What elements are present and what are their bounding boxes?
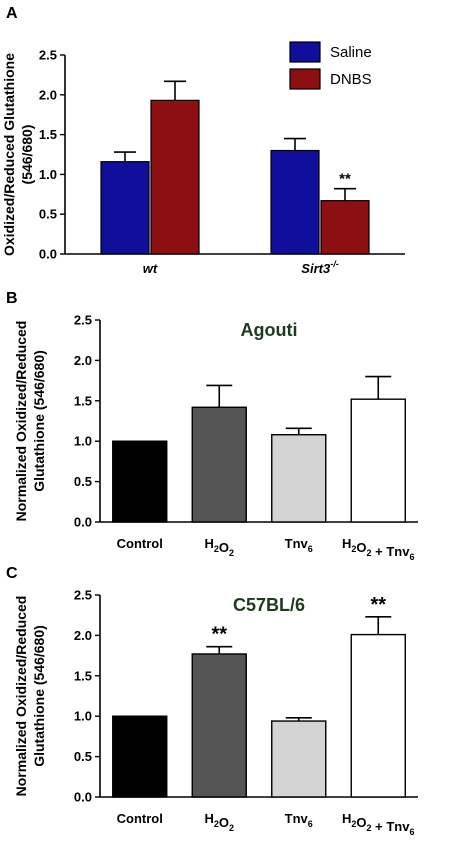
legend-label: DNBS	[330, 71, 372, 88]
y-tick-label: 0.0	[74, 790, 92, 805]
y-tick-label: 0.5	[74, 474, 92, 489]
chart-c: C 0.0 0.5 1.0 1.5 2.0 2.5 Control H2O2 Tnv6 H2O2 +…	[6, 565, 418, 837]
y-axis-label-line2: Glutathione (546/680)	[31, 350, 47, 492]
legend-label: Saline	[330, 44, 372, 61]
chart-b: B 0.0 0.5 1.0 1.5 2.0 2.5 Control H2O2 Tnv6 H2O2 +…	[6, 290, 418, 560]
panel-letter: C	[6, 565, 18, 582]
panel-a: A 0.0 0.5 1.0 1.5 2.0 2.5 wt Sirt3-/- ** Saline DNB…	[0, 0, 454, 285]
x-tick-label: H2O2	[204, 536, 234, 558]
panel-c: C 0.0 0.5 1.0 1.5 2.0 2.5 Control H2O2 Tnv6 H2O2 +…	[0, 560, 454, 850]
x-tick-label: H2O2 + Tnv6	[342, 811, 415, 837]
bar	[350, 398, 406, 523]
y-tick-label: 0.0	[39, 247, 57, 262]
x-tick-label: H2O2	[204, 811, 234, 833]
y-tick-label: 2.5	[74, 588, 92, 603]
x-tick-label: Control	[117, 536, 163, 551]
y-axis-label-line2: Glutathione (546/680)	[31, 625, 47, 767]
chart-a: A 0.0 0.5 1.0 1.5 2.0 2.5 wt Sirt3-/- ** Saline DNB…	[1, 5, 405, 276]
y-tick-label: 1.5	[39, 127, 57, 142]
chart-title: Agouti	[241, 320, 298, 340]
significance-marker: **	[339, 171, 351, 188]
x-tick-label: Tnv6	[285, 536, 313, 554]
legend-swatch	[289, 41, 321, 63]
chart-title: C57BL/6	[233, 595, 305, 615]
x-tick-label: wt	[143, 261, 158, 276]
y-axis-label: Oxidized/Reduced Glutathione (546/680)	[1, 53, 35, 256]
significance-marker: **	[211, 624, 227, 646]
y-tick-label: 2.5	[74, 313, 92, 328]
bar-saline	[100, 161, 150, 255]
panel-letter: A	[6, 5, 18, 22]
y-tick-label: 2.0	[74, 353, 92, 368]
bar	[191, 653, 247, 798]
x-tick-label: Tnv6	[285, 811, 313, 829]
panel-b: B 0.0 0.5 1.0 1.5 2.0 2.5 Control H2O2 Tnv6 H2O2 +…	[0, 285, 454, 560]
bar-dnbs	[320, 200, 370, 255]
y-tick-label: 1.0	[39, 167, 57, 182]
panel-letter: B	[6, 290, 18, 307]
y-tick-label: 2.0	[74, 628, 92, 643]
y-axis-label-line2: (546/680)	[19, 125, 35, 185]
y-tick-label: 1.5	[74, 393, 92, 408]
legend-swatch	[289, 68, 321, 90]
y-tick-label: 1.0	[74, 434, 92, 449]
y-tick-label: 1.5	[74, 668, 92, 683]
y-tick-label: 0.5	[74, 749, 92, 764]
x-tick-label: Control	[117, 811, 163, 826]
bar-dnbs	[150, 99, 200, 255]
y-tick-label: 0.0	[74, 515, 92, 530]
bar	[350, 633, 406, 798]
y-axis-label-line1: Normalized Oxidized/Reduced	[13, 321, 29, 522]
x-tick-label: Sirt3-/-	[301, 259, 338, 276]
y-tick-label: 2.5	[39, 48, 57, 63]
x-tick-label: H2O2 + Tnv6	[342, 536, 415, 560]
bar	[191, 406, 247, 523]
bar	[271, 434, 327, 523]
bar	[112, 715, 168, 798]
bar-saline	[270, 149, 320, 255]
y-axis-label-line1: Normalized Oxidized/Reduced	[13, 596, 29, 797]
y-tick-label: 2.0	[39, 87, 57, 102]
bar	[112, 440, 168, 523]
y-tick-label: 0.5	[39, 207, 57, 222]
y-axis-label: Normalized Oxidized/Reduced Glutathione (…	[13, 596, 47, 797]
significance-marker: **	[370, 594, 386, 616]
y-tick-label: 1.0	[74, 709, 92, 724]
y-axis-label: Normalized Oxidized/Reduced Glutathione (…	[13, 321, 47, 522]
bar	[271, 720, 327, 798]
y-axis-label-line1: Oxidized/Reduced Glutathione	[1, 53, 17, 256]
